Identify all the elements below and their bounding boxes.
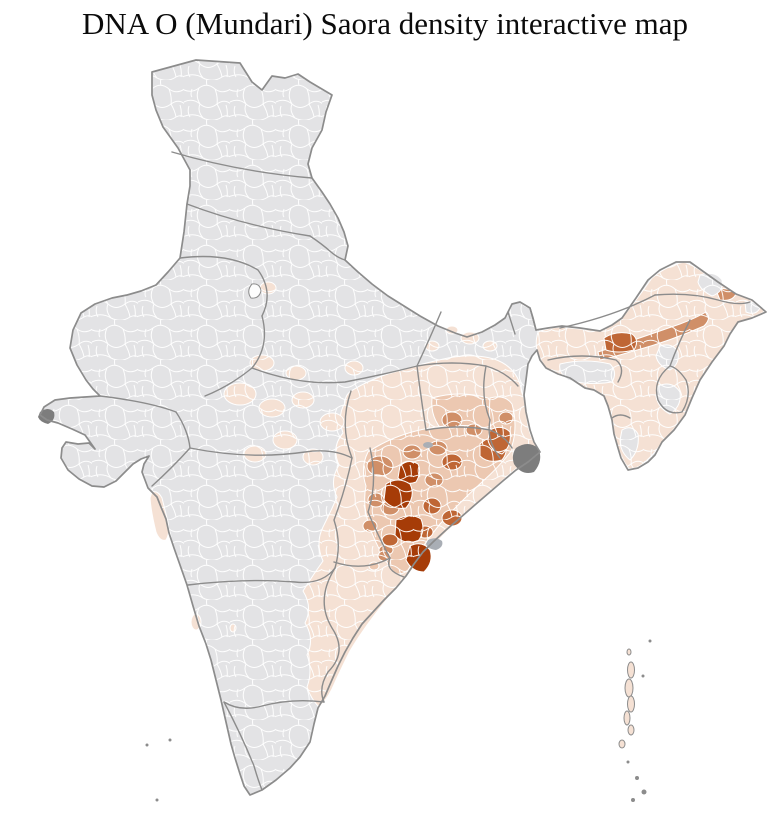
andaman-nicobar-islands[interactable]	[618, 639, 652, 803]
lakshadweep-islands[interactable]	[145, 738, 172, 802]
india-outline	[39, 59, 767, 796]
small-lake	[423, 442, 433, 448]
sundarbans-marsh	[512, 444, 541, 473]
delhi-district[interactable]	[248, 283, 262, 299]
state-borders	[99, 151, 751, 791]
chilika-lake	[426, 538, 443, 550]
map-title: DNA O (Mundari) Saora density interactiv…	[81, 6, 689, 41]
district-mesh	[40, 60, 766, 795]
